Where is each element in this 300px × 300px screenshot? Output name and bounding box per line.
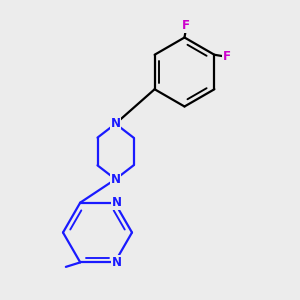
- Text: N: N: [110, 173, 121, 186]
- Text: N: N: [110, 117, 121, 130]
- Text: N: N: [112, 196, 122, 209]
- Text: N: N: [112, 256, 122, 269]
- Text: F: F: [182, 19, 190, 32]
- Text: F: F: [222, 50, 230, 63]
